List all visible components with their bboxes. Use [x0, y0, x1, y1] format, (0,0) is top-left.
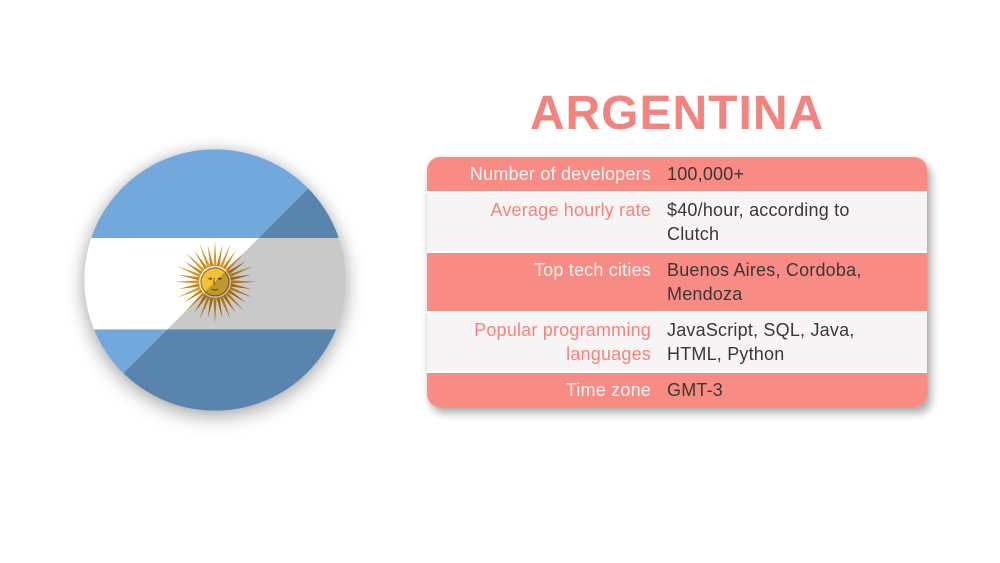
table-row-hourly-rate: Average hourly rate $40/hour, according … [427, 193, 927, 253]
country-title: ARGENTINA [529, 87, 825, 140]
table-row-time-zone: Time zone GMT-3 [427, 373, 927, 407]
row-label: Average hourly rate [490, 200, 651, 220]
sun-of-may-icon [173, 240, 257, 323]
argentina-flag-circle-icon [84, 149, 346, 411]
row-label: Time zone [565, 380, 651, 400]
table-row-tech-cities: Top tech cities Buenos Aires, Cordoba, M… [427, 253, 927, 313]
row-label: Popular programming languages [474, 320, 651, 364]
row-label: Top tech cities [533, 260, 651, 280]
table-row-developers: Number of developers 100,000+ [427, 157, 927, 193]
row-value: JavaScript, SQL, Java, HTML, Python [667, 320, 855, 364]
row-value: $40/hour, according to Clutch [667, 200, 850, 244]
row-label: Number of developers [469, 164, 651, 184]
country-info-card: Number of developers 100,000+ Average ho… [427, 157, 927, 407]
table-row-languages: Popular programming languages JavaScript… [427, 313, 927, 373]
row-value: GMT-3 [667, 380, 724, 400]
flag-diagonal-shade [84, 149, 346, 411]
row-value: 100,000+ [667, 164, 745, 184]
row-value: Buenos Aires, Cordoba, Mendoza [667, 260, 862, 304]
